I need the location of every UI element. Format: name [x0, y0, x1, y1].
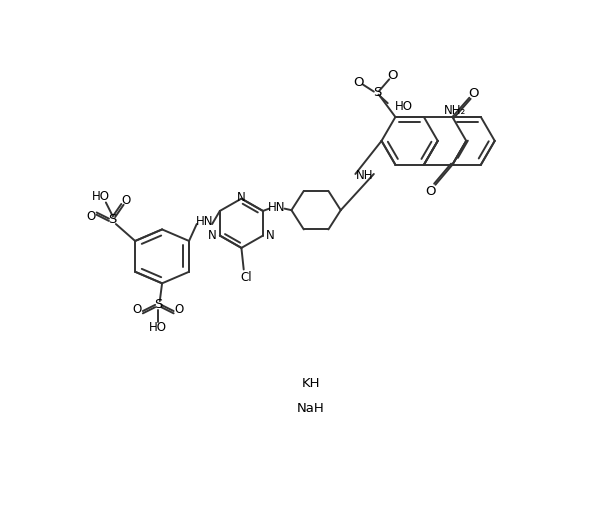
- Text: HO: HO: [92, 190, 110, 203]
- Text: O: O: [133, 303, 142, 316]
- Text: NaH: NaH: [297, 402, 325, 415]
- Text: KH: KH: [302, 377, 320, 390]
- Text: O: O: [387, 69, 398, 82]
- Text: HN: HN: [195, 215, 213, 228]
- Text: O: O: [426, 185, 436, 198]
- Text: S: S: [154, 299, 163, 311]
- Text: S: S: [373, 86, 381, 99]
- Text: N: N: [237, 191, 246, 204]
- Text: HN: HN: [268, 201, 285, 213]
- Text: O: O: [87, 210, 96, 223]
- Text: HO: HO: [149, 322, 168, 334]
- Text: O: O: [121, 194, 131, 207]
- Text: HO: HO: [395, 100, 413, 113]
- Text: NH₂: NH₂: [444, 104, 466, 117]
- Text: N: N: [266, 229, 275, 242]
- Text: S: S: [108, 213, 116, 226]
- Text: O: O: [174, 303, 184, 316]
- Text: O: O: [353, 76, 364, 89]
- Text: N: N: [208, 229, 217, 242]
- Text: Cl: Cl: [240, 271, 252, 284]
- Text: O: O: [468, 87, 478, 101]
- Text: NH: NH: [356, 169, 373, 182]
